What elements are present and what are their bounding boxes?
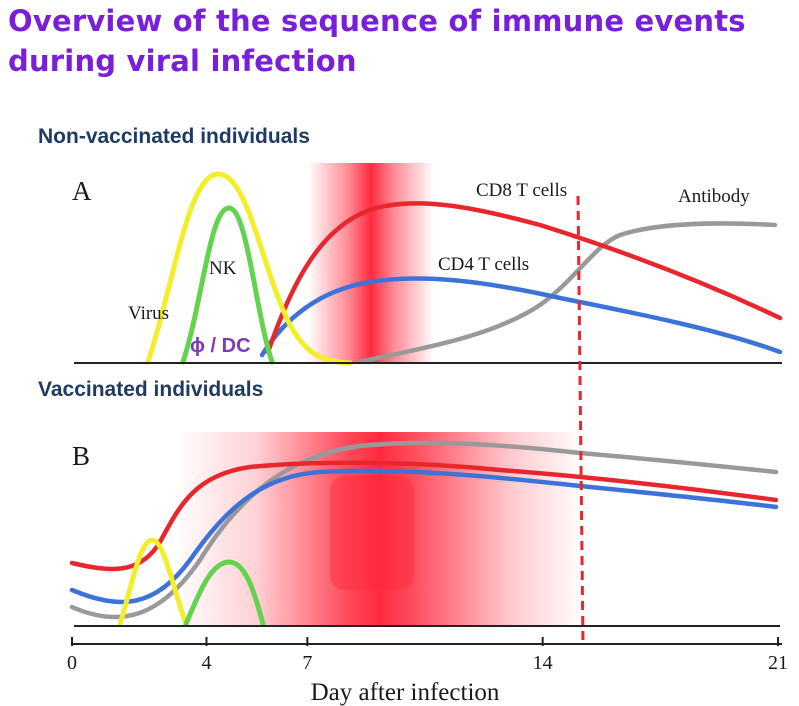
slide-title-line-1: Overview of the sequence of immune event… [8,4,746,38]
cd4-label: CD4 T cells [438,254,529,275]
panel-a-peak-highlight [308,163,434,363]
panel-b-inner-highlight [330,476,414,590]
panel-b-cd4-curve [69,468,779,605]
panel-b-nk-curve [183,559,266,627]
x-tick-label: 7 [302,652,312,674]
x-tick-label: 21 [768,652,788,674]
x-tick-label: 14 [533,652,553,674]
slide-title-line-2: during viral infection [8,44,357,78]
panel-a-cd8-curve [265,201,783,355]
panel-b-letter: B [72,441,90,471]
x-tick-label: 4 [201,652,211,674]
x-tick-label: 0 [67,652,77,674]
panel-b-virus-curve [117,537,189,627]
panel-a-letter: A [72,176,92,206]
antibody-label: Antibody [678,186,750,207]
non-vaccinated-section-label: Non-vaccinated individuals [38,125,310,148]
macrophage-dc-label: ϕ / DC [190,335,251,357]
x-axis-label: Day after infection [311,679,500,706]
panel-b-antibody-curve [69,440,779,620]
vaccinated-section-label: Vaccinated individuals [38,378,264,401]
panel-a-nk-curve [180,205,275,365]
panel-a-antibody-curve [357,221,778,365]
panel-b-cd8-curve [69,460,779,572]
nk-label: NK [209,258,237,279]
virus-label: Virus [128,303,169,324]
x-axis-ticks: 0 4 7 14 21 [67,637,788,674]
panel-a-cd4-curve [259,276,783,358]
panel-a-virus-curve [145,171,353,366]
cd8-label: CD8 T cells [476,180,567,201]
